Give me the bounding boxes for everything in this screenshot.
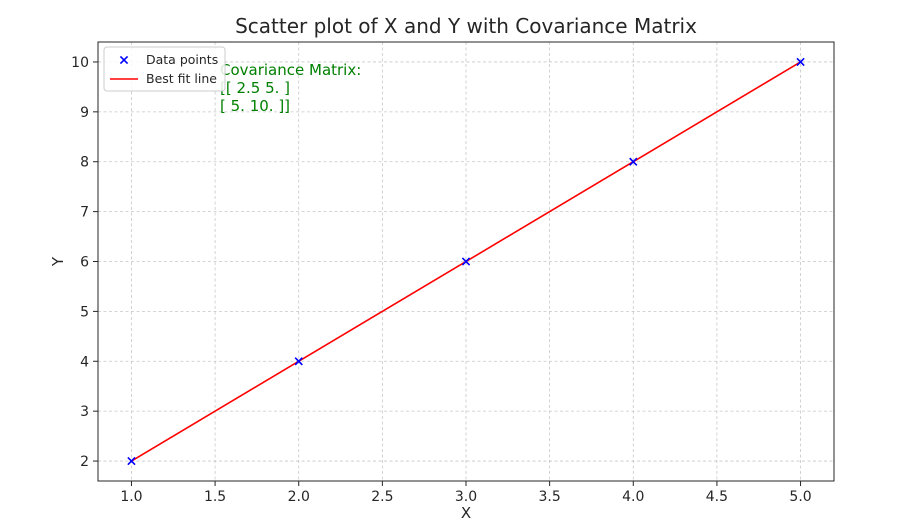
legend: Data points Best fit line — [103, 46, 226, 92]
annotation-line: [[ 2.5 5. ] — [220, 79, 290, 97]
data-point — [127, 456, 136, 466]
grid — [98, 42, 834, 481]
y-tick-label: 2 — [80, 454, 89, 470]
x-axis-label: X — [461, 504, 471, 522]
data-point — [629, 157, 638, 166]
y-tick-label: 3 — [80, 404, 89, 420]
y-tick-label: 5 — [80, 304, 89, 320]
data-point — [796, 57, 805, 67]
chart-title: Scatter plot of X and Y with Covariance … — [235, 14, 697, 38]
legend-label-best-fit: Best fit line — [146, 71, 217, 86]
y-axis-ticks: 2 3 4 5 6 7 8 9 10 — [71, 55, 98, 470]
annotation-line: Covariance Matrix: — [220, 61, 361, 79]
y-tick-label: 10 — [71, 55, 89, 71]
annotation-line: [ 5. 10. ]] — [220, 97, 290, 115]
y-axis-label: Y — [49, 256, 67, 267]
x-tick-label: 5.0 — [789, 489, 811, 505]
x-tick-label: 4.5 — [706, 489, 728, 505]
x-tick-label: 1.5 — [204, 489, 226, 505]
data-point — [294, 357, 303, 366]
covariance-annotation: Covariance Matrix:[[ 2.5 5. ] [ 5. 10. ]… — [220, 61, 361, 115]
legend-box — [103, 46, 226, 92]
x-tick-label: 1.0 — [120, 489, 142, 505]
x-tick-label: 3.0 — [455, 489, 477, 505]
y-tick-label: 6 — [80, 255, 89, 271]
x-tick-label: 2.5 — [371, 489, 393, 505]
y-tick-label: 7 — [80, 205, 89, 221]
x-tick-label: 4.0 — [622, 489, 644, 505]
legend-label-data-points: Data points — [146, 52, 218, 67]
data-point — [461, 257, 471, 266]
series-layer — [127, 57, 805, 466]
y-tick-label: 9 — [80, 105, 89, 121]
x-tick-label: 2.0 — [288, 489, 310, 505]
y-tick-label: 4 — [80, 354, 89, 370]
legend-marker-data-points — [119, 55, 129, 65]
x-axis-ticks: 1.0 1.5 2.0 2.5 3.0 3.5 4.0 4.5 5.0 — [120, 481, 812, 505]
y-tick-label: 8 — [80, 155, 89, 171]
x-tick-label: 3.5 — [539, 489, 561, 505]
